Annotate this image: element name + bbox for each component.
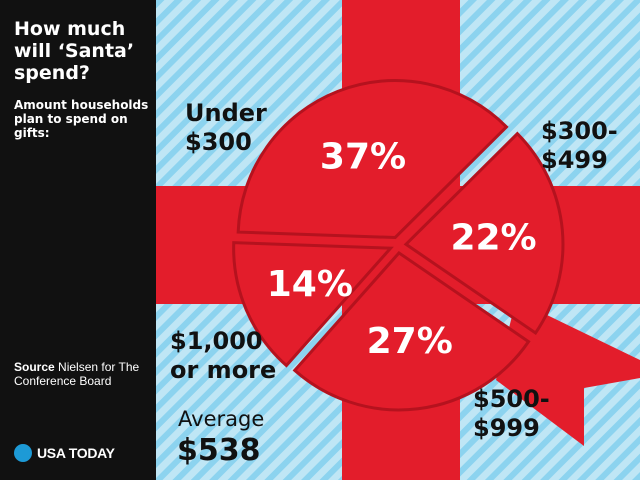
average-value: $538 bbox=[177, 433, 261, 468]
slice-500-999 bbox=[292, 250, 531, 412]
slice-under-300 bbox=[236, 79, 509, 240]
chart-area: 37% 22% 27% 14% bbox=[156, 0, 640, 480]
category-label-1000-plus: $1,000 or more bbox=[170, 327, 277, 384]
slice-1000-plus-value-label: 14% bbox=[267, 264, 353, 305]
slice-300-499-value-label: 22% bbox=[450, 217, 536, 258]
average-label: Average bbox=[178, 407, 265, 431]
source-text: Nielsen for The Conference Board bbox=[14, 360, 140, 388]
pie-slices bbox=[232, 79, 565, 412]
slice-1000-plus bbox=[232, 241, 394, 368]
slice-300-499 bbox=[403, 131, 565, 336]
category-label-300-499: $300- $499 bbox=[541, 117, 618, 174]
ribbon-tail bbox=[496, 300, 640, 446]
category-label-under-300: Under $300 bbox=[185, 99, 267, 156]
brand-name: USA TODAY bbox=[37, 445, 115, 461]
chart-title: How much will ‘Santa’ spend? bbox=[14, 18, 135, 84]
slice-under-300-value-label: 37% bbox=[320, 137, 406, 178]
source-note: Source Nielsen for The Conference Board bbox=[14, 360, 152, 388]
source-label: Source bbox=[14, 360, 55, 374]
pie-value-labels: 37% 22% 27% 14% bbox=[267, 137, 537, 363]
sidebar: How much will ‘Santa’ spend? Amount hous… bbox=[0, 0, 156, 480]
blue-dot-icon bbox=[14, 444, 32, 462]
category-label-500-999: $500- $999 bbox=[473, 385, 550, 442]
brand-logo[interactable]: USA TODAY bbox=[14, 443, 115, 463]
pie-chart: 37% 22% 27% 14% bbox=[156, 0, 640, 480]
slice-500-999-value-label: 27% bbox=[367, 321, 453, 362]
chart-subtitle: Amount households plan to spend on gifts… bbox=[14, 98, 149, 140]
